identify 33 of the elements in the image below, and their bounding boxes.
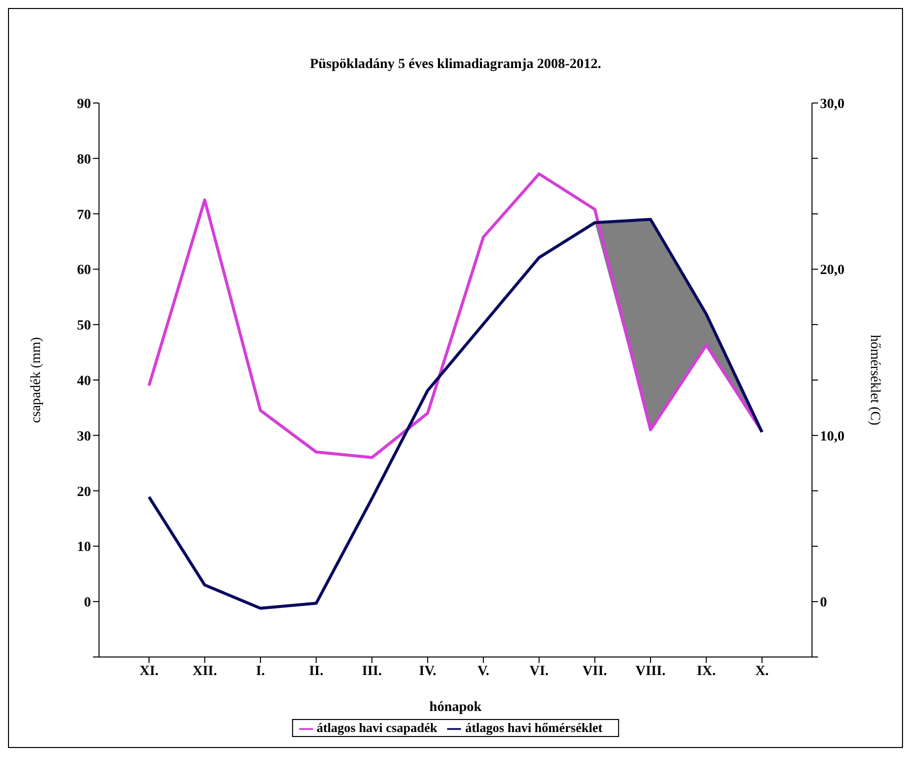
y-tick-label: 40	[77, 374, 91, 389]
y2-tick-label: 0	[820, 596, 827, 611]
x-tick-label: VIII.	[636, 664, 666, 679]
legend-label: átlagos havi csapadék	[316, 720, 438, 735]
x-tick-label: III.	[362, 664, 382, 679]
y-tick-label: 80	[77, 152, 91, 168]
y-tick-label: 30	[77, 429, 91, 444]
y-tick-label: 20	[77, 484, 91, 500]
x-axis-title: hónapok	[429, 700, 482, 715]
y-tick-label: 50	[77, 318, 91, 334]
y-tick-label: 60	[77, 263, 91, 278]
x-tick-label: IV.	[419, 664, 436, 679]
y-tick-label: 90	[77, 96, 91, 112]
chart-title: Püspökladány 5 éves klimadiagramja 2008-2012.	[308, 56, 602, 74]
y-tick-label: 70	[77, 208, 91, 223]
x-tick-label: V.	[477, 664, 490, 679]
y-tick-label: 0	[84, 596, 91, 611]
x-tick-label: II.	[308, 664, 324, 679]
y-tick-label: 10	[77, 540, 91, 556]
x-tick-label: XII.	[192, 664, 217, 679]
x-tick-label: VII.	[582, 664, 608, 679]
x-tick-label: I.	[256, 664, 265, 679]
y2-tick-label: 20,0	[820, 263, 844, 278]
y2-tick-label: 30,0	[820, 96, 844, 112]
x-tick-label: XI.	[139, 664, 159, 679]
y2-axis-title: hőmérséklet (C)	[867, 334, 882, 426]
y2-tick-label: 10,0	[820, 429, 844, 444]
y-axis-title: csapadék (mm)	[28, 336, 44, 423]
x-tick-label: VI.	[530, 664, 549, 679]
x-tick-label: X.	[755, 664, 769, 679]
line-series	[148, 218, 764, 610]
legend-label: átlagos havi hőmérséklet	[465, 720, 602, 735]
x-tick-label: IX.	[696, 664, 716, 679]
